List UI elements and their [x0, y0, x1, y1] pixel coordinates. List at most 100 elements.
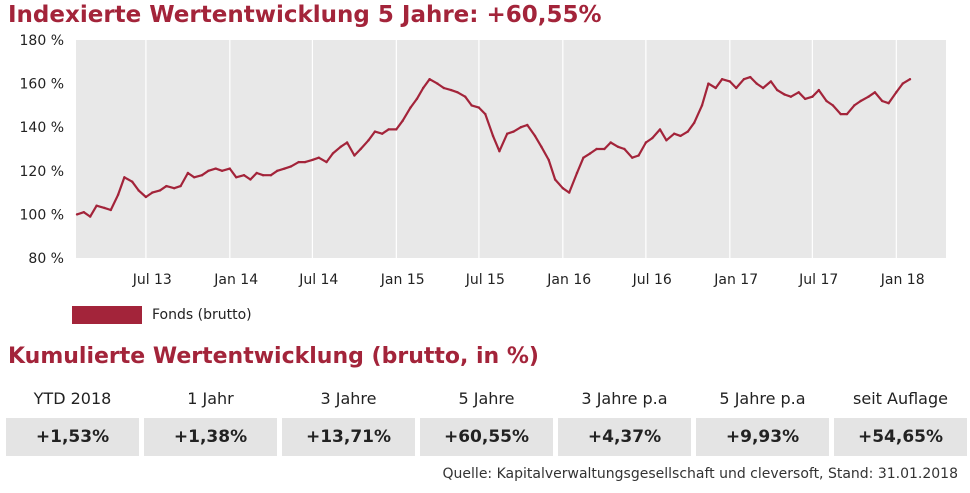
x-tick-label: Jan 18	[880, 272, 925, 288]
data-point	[207, 169, 210, 172]
performance-table: YTD 2018 1 Jahr 3 Jahre 5 Jahre 3 Jahre …	[6, 386, 967, 456]
data-point	[575, 171, 579, 175]
data-point	[75, 213, 79, 216]
data-point	[373, 130, 377, 133]
x-tick-label: Jan 17	[713, 272, 758, 288]
header-seit-auflage: seit Auflage	[853, 389, 948, 408]
data-point	[269, 174, 273, 177]
data-point	[776, 88, 779, 92]
data-point	[595, 147, 598, 151]
data-point	[533, 134, 537, 138]
data-point	[761, 86, 765, 90]
y-tick-label: 80 %	[28, 251, 64, 267]
data-point	[359, 147, 362, 151]
data-point	[158, 189, 162, 192]
x-tick-label: Jul 15	[465, 272, 505, 288]
data-point	[679, 134, 682, 138]
y-tick-label: 140 %	[20, 120, 64, 136]
data-point	[700, 104, 704, 107]
data-point	[395, 128, 398, 131]
data-point	[803, 97, 807, 101]
data-point	[873, 91, 877, 94]
data-point	[789, 95, 793, 98]
header-3-jahre-pa: 3 Jahre p.a	[581, 389, 668, 408]
data-point	[686, 130, 689, 133]
data-point	[853, 104, 856, 107]
data-point	[409, 106, 412, 109]
data-point	[817, 88, 820, 92]
data-point	[214, 167, 217, 170]
data-point	[749, 75, 752, 79]
data-point	[89, 215, 92, 218]
data-point	[637, 154, 640, 157]
data-point	[693, 121, 696, 125]
data-point	[811, 95, 814, 98]
data-point	[845, 112, 849, 116]
data-point	[401, 119, 404, 122]
header-3-jahre: 3 Jahre	[320, 389, 377, 408]
data-point	[387, 128, 390, 131]
data-point	[582, 156, 585, 159]
data-point	[289, 165, 293, 168]
data-point	[456, 91, 459, 94]
data-point	[345, 141, 349, 144]
data-point	[186, 171, 190, 175]
data-point	[644, 141, 648, 144]
data-point	[442, 86, 445, 90]
data-point	[103, 206, 106, 210]
data-point	[173, 187, 176, 190]
x-tick-label: Jul 17	[798, 272, 838, 288]
data-point	[311, 158, 314, 162]
x-tick-label: Jul 16	[632, 272, 672, 288]
x-tick-label: Jan 15	[380, 272, 425, 288]
data-point	[325, 160, 328, 164]
data-point	[464, 95, 467, 98]
chart-title: Indexierte Wertentwicklung 5 Jahre: +60,…	[8, 2, 602, 28]
data-point	[303, 160, 307, 164]
data-point	[317, 156, 320, 159]
data-point	[353, 154, 356, 157]
data-point	[769, 80, 773, 83]
value-1-jahr: +1,38%	[144, 418, 277, 456]
data-point	[658, 128, 662, 131]
line-chart: 80 % 100 % 120 % 140 % 160 % 180 % Jul 13 Jan …	[20, 33, 946, 288]
data-point	[235, 176, 238, 179]
data-point	[116, 193, 120, 196]
data-point	[283, 167, 286, 170]
data-point	[512, 130, 515, 133]
chart-legend: Fonds (brutto)	[72, 306, 252, 324]
header-ytd-2018: YTD 2018	[33, 389, 112, 408]
data-point	[839, 112, 842, 116]
data-point	[261, 174, 265, 177]
data-point	[519, 126, 523, 129]
data-point	[609, 141, 612, 144]
y-tick-label: 120 %	[20, 164, 64, 180]
data-point	[755, 82, 758, 85]
data-point	[422, 86, 425, 90]
x-tick-label: Jan 16	[546, 272, 591, 288]
data-point	[859, 99, 862, 103]
data-point	[428, 78, 431, 81]
data-point	[249, 178, 252, 181]
data-point	[797, 91, 800, 94]
data-point	[255, 171, 258, 175]
data-point	[783, 93, 786, 96]
data-point	[367, 139, 370, 142]
data-point	[131, 180, 134, 183]
data-point	[553, 178, 557, 181]
data-point	[498, 150, 501, 153]
y-tick-label: 160 %	[20, 77, 64, 93]
value-5-jahre-pa: +9,93%	[696, 418, 829, 456]
data-point	[603, 147, 606, 151]
data-point	[825, 99, 828, 103]
data-point	[109, 208, 113, 212]
data-point	[616, 145, 620, 148]
data-point	[908, 78, 912, 81]
data-point	[623, 147, 626, 151]
data-point	[631, 156, 634, 159]
value-ytd-2018: +1,53%	[6, 418, 139, 456]
data-point	[589, 152, 592, 155]
data-point	[179, 184, 182, 188]
value-3-jahre-pa: +4,37%	[558, 418, 691, 456]
data-point	[547, 158, 550, 162]
